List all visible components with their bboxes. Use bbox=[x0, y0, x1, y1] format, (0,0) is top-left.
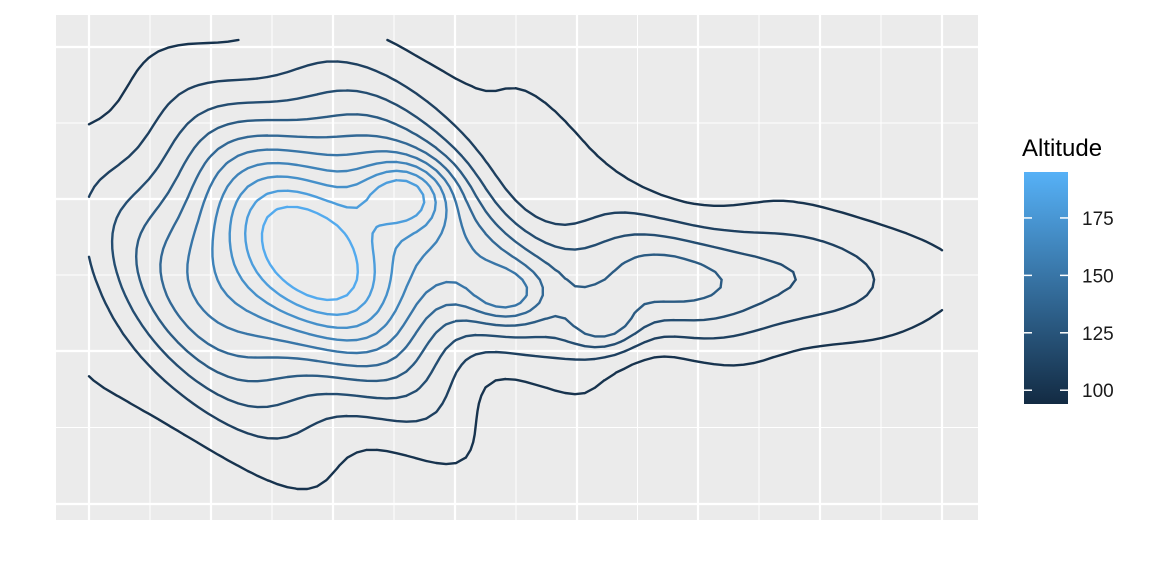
legend-title: Altitude bbox=[1022, 135, 1102, 162]
contour-line-160 bbox=[211, 160, 448, 342]
plot-panel bbox=[56, 15, 978, 520]
colorbar-tick-label: 100 bbox=[1082, 381, 1114, 402]
contour-line-130 bbox=[135, 113, 723, 383]
colorbar-ticks: 100 125 150 175 bbox=[1024, 209, 1114, 402]
contour-line-100 bbox=[87, 38, 944, 491]
contour-line-190 bbox=[260, 205, 359, 302]
colorbar-tick-label: 150 bbox=[1082, 266, 1114, 287]
grid-major-lines bbox=[56, 15, 978, 520]
contour-line-120 bbox=[110, 89, 797, 409]
contour-line-140 bbox=[159, 134, 544, 368]
legend: Altitude 100 125 150 175 bbox=[1022, 135, 1114, 404]
colorbar-tick-label: 125 bbox=[1082, 324, 1114, 345]
contour-line-150 bbox=[186, 148, 529, 355]
contour-lines bbox=[87, 38, 944, 491]
contour-line-110 bbox=[87, 60, 876, 440]
colorbar bbox=[1024, 172, 1068, 404]
contour-line-170 bbox=[228, 169, 437, 329]
colorbar-tick-label: 175 bbox=[1082, 209, 1114, 230]
contour-line-180 bbox=[244, 179, 426, 316]
